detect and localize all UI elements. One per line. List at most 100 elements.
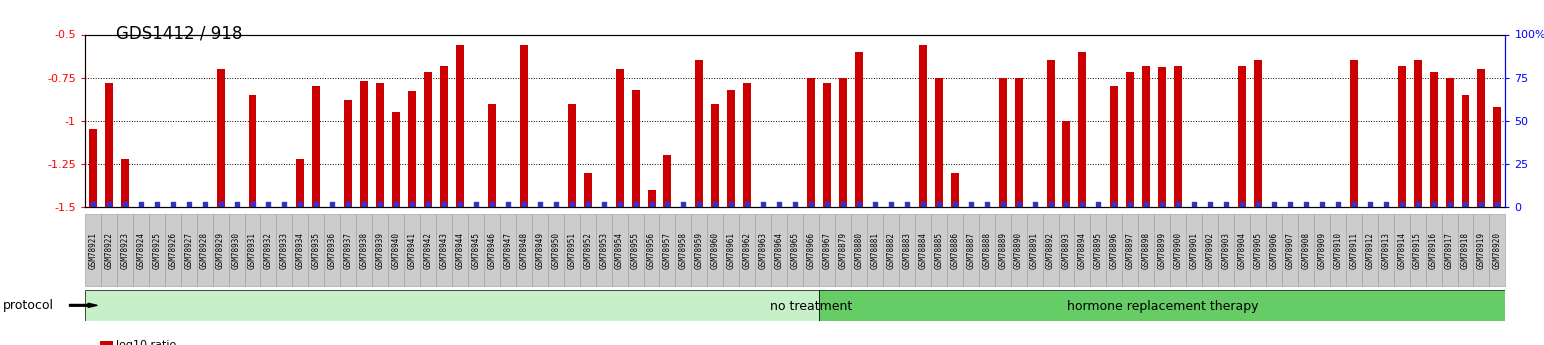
- Bar: [1362, 214, 1377, 286]
- Bar: [899, 214, 916, 286]
- Bar: [644, 214, 659, 286]
- Point: [528, 201, 553, 207]
- Bar: [963, 214, 979, 286]
- Bar: [531, 214, 548, 286]
- Point: [720, 201, 744, 207]
- Text: GSM78953: GSM78953: [599, 232, 608, 269]
- Bar: [808, 78, 815, 207]
- Text: GSM78908: GSM78908: [1302, 232, 1311, 269]
- Text: GSM78914: GSM78914: [1397, 232, 1407, 269]
- Bar: [1234, 214, 1251, 286]
- Text: GSM78928: GSM78928: [201, 232, 208, 269]
- Text: GSM78895: GSM78895: [1093, 232, 1102, 269]
- Bar: [1014, 78, 1022, 207]
- Text: GSM78946: GSM78946: [488, 232, 497, 269]
- Text: GSM78962: GSM78962: [743, 232, 752, 269]
- Point: [1102, 201, 1127, 207]
- Point: [496, 201, 520, 207]
- Bar: [919, 45, 926, 207]
- Bar: [1122, 214, 1138, 286]
- Text: GSM78910: GSM78910: [1334, 232, 1342, 269]
- Text: GSM78966: GSM78966: [806, 232, 815, 269]
- Bar: [1251, 214, 1266, 286]
- Bar: [1107, 214, 1122, 286]
- Text: GSM78929: GSM78929: [216, 232, 225, 269]
- Point: [990, 201, 1014, 207]
- Bar: [1170, 214, 1186, 286]
- Text: GSM78937: GSM78937: [344, 232, 352, 269]
- Point: [815, 201, 840, 207]
- Text: GSM78967: GSM78967: [823, 232, 832, 269]
- Text: hormone replacement therapy: hormone replacement therapy: [1067, 300, 1258, 313]
- Point: [1022, 201, 1047, 207]
- Bar: [312, 86, 320, 207]
- Text: GSM78950: GSM78950: [551, 232, 560, 269]
- Text: GSM78879: GSM78879: [838, 232, 848, 269]
- Text: GSM78899: GSM78899: [1158, 232, 1167, 269]
- Bar: [1203, 214, 1218, 286]
- Bar: [934, 78, 943, 207]
- Bar: [500, 214, 516, 286]
- Bar: [249, 95, 256, 207]
- Point: [1357, 201, 1382, 207]
- Bar: [1254, 60, 1261, 207]
- Bar: [1299, 214, 1314, 286]
- Text: GSM78935: GSM78935: [312, 232, 321, 269]
- Bar: [1266, 214, 1282, 286]
- Point: [1342, 201, 1366, 207]
- Bar: [979, 214, 994, 286]
- Bar: [579, 214, 596, 286]
- Bar: [1175, 66, 1183, 207]
- Bar: [1155, 214, 1170, 286]
- Bar: [770, 214, 787, 286]
- Point: [687, 201, 712, 207]
- Bar: [616, 69, 624, 207]
- Bar: [1011, 214, 1027, 286]
- Bar: [883, 214, 899, 286]
- Text: GSM78919: GSM78919: [1478, 232, 1485, 269]
- Bar: [835, 214, 851, 286]
- Text: GSM78922: GSM78922: [105, 232, 113, 269]
- Bar: [261, 214, 276, 286]
- Bar: [181, 214, 196, 286]
- Text: GSM78921: GSM78921: [88, 232, 97, 269]
- Point: [193, 201, 218, 207]
- Point: [624, 201, 648, 207]
- Bar: [1062, 121, 1070, 207]
- Text: GSM78923: GSM78923: [120, 232, 130, 269]
- Point: [1085, 201, 1110, 207]
- Bar: [707, 214, 723, 286]
- Text: GSM78939: GSM78939: [375, 232, 384, 269]
- Bar: [117, 214, 133, 286]
- Point: [80, 201, 105, 207]
- Point: [1453, 201, 1478, 207]
- Point: [1150, 201, 1175, 207]
- Point: [1166, 201, 1190, 207]
- Point: [1198, 201, 1223, 207]
- Point: [1118, 201, 1143, 207]
- Point: [831, 201, 855, 207]
- Point: [798, 201, 823, 207]
- Text: GSM78961: GSM78961: [727, 232, 736, 269]
- Bar: [1349, 60, 1357, 207]
- Point: [1420, 201, 1445, 207]
- Text: GSM78884: GSM78884: [919, 232, 928, 269]
- Bar: [951, 172, 959, 207]
- Bar: [100, 214, 117, 286]
- Bar: [488, 104, 496, 207]
- Bar: [1059, 214, 1075, 286]
- Bar: [647, 190, 656, 207]
- Text: GSM78906: GSM78906: [1269, 232, 1278, 269]
- Bar: [85, 290, 820, 321]
- Text: GSM78911: GSM78911: [1349, 232, 1359, 269]
- Bar: [627, 214, 644, 286]
- Bar: [1458, 214, 1473, 286]
- Bar: [292, 214, 309, 286]
- Point: [591, 201, 616, 207]
- Text: GSM78940: GSM78940: [392, 232, 400, 269]
- Bar: [340, 214, 357, 286]
- Text: GSM78943: GSM78943: [440, 232, 448, 269]
- Bar: [1445, 78, 1453, 207]
- Text: GSM78886: GSM78886: [950, 232, 959, 269]
- Bar: [1414, 60, 1422, 207]
